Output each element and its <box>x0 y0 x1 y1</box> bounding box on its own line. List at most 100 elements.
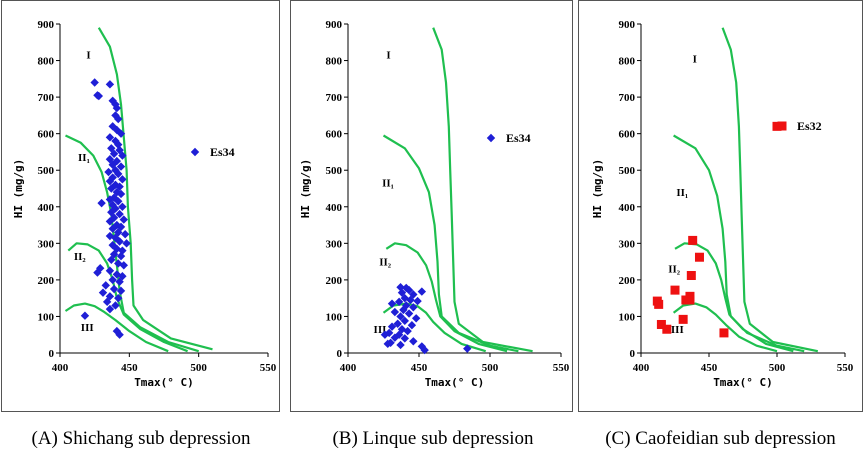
data-point <box>94 91 104 101</box>
data-point <box>116 251 126 261</box>
data-point <box>118 202 127 211</box>
data-point <box>107 208 116 217</box>
boundary-curve-i <box>432 27 533 353</box>
legend-label: Es34 <box>210 145 235 159</box>
data-point <box>115 145 124 155</box>
x-tick-label: 500 <box>769 362 786 374</box>
data-point <box>115 277 124 286</box>
data-point <box>112 103 122 113</box>
data-point <box>112 125 122 135</box>
data-point <box>118 246 127 255</box>
y-tick-label: 400 <box>326 202 343 214</box>
x-tick-label: 400 <box>52 362 69 374</box>
data-point <box>413 296 422 306</box>
data-point <box>105 304 115 314</box>
data-point <box>114 197 123 206</box>
data-point <box>115 330 124 339</box>
data-point <box>114 140 123 149</box>
data-point <box>396 312 405 321</box>
x-tick-label: 450 <box>701 362 718 374</box>
data-point <box>114 169 123 179</box>
y-axis-label: HI (mg/g) <box>12 159 25 219</box>
data-point <box>108 275 117 285</box>
data-point <box>670 285 680 295</box>
data-point <box>108 122 117 131</box>
data-point <box>390 307 400 317</box>
data-point <box>404 309 414 318</box>
data-point <box>772 121 782 131</box>
data-point <box>105 195 115 204</box>
data-point <box>400 334 409 343</box>
data-point <box>396 340 405 350</box>
data-point <box>409 303 418 312</box>
data-point <box>107 184 116 193</box>
data-point <box>688 235 698 245</box>
x-tick-label: 450 <box>121 362 138 374</box>
y-tick-label: 300 <box>38 238 55 250</box>
data-point <box>93 268 102 277</box>
data-point <box>111 301 120 310</box>
data-point <box>119 261 128 270</box>
y-tick-label: 800 <box>619 56 636 68</box>
data-point <box>404 285 414 295</box>
caption-linque: (B) Linque sub depression <box>332 428 534 449</box>
data-point <box>102 297 112 307</box>
y-tick-label: 200 <box>38 275 55 287</box>
boundary-curve-ii2 <box>385 242 508 353</box>
y-tick-label: 200 <box>619 275 636 287</box>
y-tick-label: 0 <box>630 348 636 360</box>
y-tick-label: 600 <box>38 129 55 141</box>
region-label: II₂ <box>74 251 87 263</box>
data-point <box>403 326 412 336</box>
data-point <box>111 111 120 120</box>
data-point <box>109 284 119 294</box>
data-point <box>390 333 400 342</box>
data-point <box>114 228 123 237</box>
data-point <box>109 149 119 158</box>
data-point <box>105 80 115 89</box>
data-point <box>383 339 392 349</box>
x-tick-label: 550 <box>260 362 277 374</box>
region-label: III <box>671 324 684 336</box>
data-point <box>115 209 124 219</box>
data-point <box>719 328 729 338</box>
region-label: II₁ <box>382 178 394 190</box>
data-point <box>406 295 415 305</box>
chart-caofeidian: 0 100 200 300 400 500 600 700 800 900 400 450 500 550… <box>591 19 854 389</box>
region-label: III <box>81 322 94 334</box>
y-tick-label: 400 <box>38 202 55 214</box>
boundary-curve-ii1 <box>382 134 519 353</box>
data-point <box>417 287 427 296</box>
data-point <box>80 311 90 320</box>
y-tick-label: 800 <box>326 56 343 68</box>
data-point <box>114 114 123 124</box>
data-point <box>394 297 404 307</box>
x-tick-label: 500 <box>482 362 499 374</box>
data-point <box>114 293 123 303</box>
data-point <box>109 193 119 202</box>
data-point <box>685 295 695 305</box>
data-point <box>105 217 115 226</box>
legend-marker <box>777 121 787 131</box>
data-point <box>387 299 397 308</box>
y-tick-label: 100 <box>326 311 343 323</box>
data-point <box>656 319 666 329</box>
data-point <box>662 324 672 334</box>
boundary-curve-i <box>97 27 213 351</box>
data-point <box>116 222 126 232</box>
data-point <box>393 319 402 328</box>
y-tick-label: 700 <box>38 92 55 104</box>
data-point <box>400 316 409 326</box>
y-axis-label: HI (mg/g) <box>299 159 312 219</box>
x-tick-label: 400 <box>633 362 650 374</box>
chart-panel-shichang: 0 100 200 300 400 500 600 700 800 900 400 450 500 550… <box>1 0 280 412</box>
chart-panel-caofeidian: 0 100 200 300 400 500 600 700 800 900 400 450 500 550… <box>578 0 863 412</box>
data-point <box>654 299 664 309</box>
region-label: II₁ <box>676 187 688 199</box>
legend-marker <box>190 147 200 157</box>
region-label: I <box>693 53 697 65</box>
boundary-curve-iii <box>672 302 778 353</box>
x-axis-label: Tmax(° C) <box>713 376 773 389</box>
region-label: II₂ <box>668 264 681 276</box>
data-point <box>407 321 417 330</box>
